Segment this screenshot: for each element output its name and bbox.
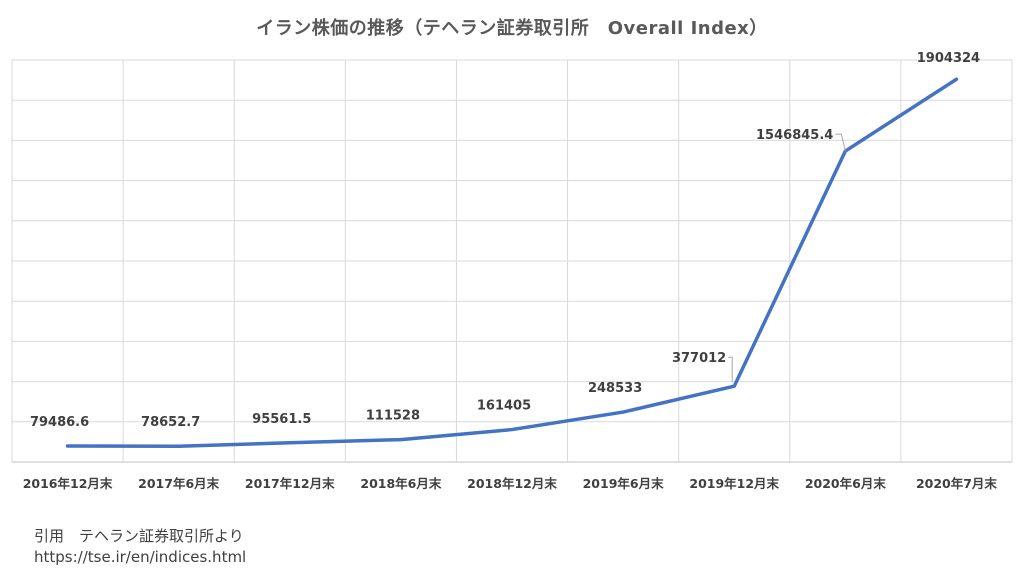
x-tick-label: 2018年6月末 — [360, 476, 441, 491]
grid-layer — [11, 59, 1013, 463]
data-point — [955, 78, 957, 80]
data-point — [622, 411, 624, 413]
source-citation: 引用 テヘラン証券取引所より — [34, 527, 244, 545]
leader-line — [728, 356, 733, 383]
x-axis-ticks: 2016年12月末 2017年6月末 2017年12月末 2018年6月末 2018年1… — [23, 476, 998, 491]
data-point — [511, 429, 513, 431]
data-point — [178, 445, 180, 447]
series-layer — [65, 77, 959, 448]
data-point — [400, 439, 402, 441]
data-label: 95561.5 — [252, 412, 311, 427]
x-tick-label: 2019年6月末 — [583, 476, 664, 491]
x-tick-label: 2016年12月末 — [23, 476, 113, 491]
data-label: 161405 — [477, 399, 531, 414]
data-label: 111528 — [366, 409, 420, 424]
x-tick-label: 2017年12月末 — [245, 476, 335, 491]
leader-line — [835, 133, 846, 152]
data-point — [733, 385, 735, 387]
data-label: 1546845.4 — [756, 128, 833, 143]
chart-title: イラン株価の推移（テヘラン証券取引所 Overall Index） — [256, 18, 768, 39]
x-tick-label: 2018年12月末 — [467, 476, 557, 491]
data-point — [289, 442, 291, 444]
data-point — [67, 445, 69, 447]
data-label: 248533 — [588, 381, 642, 396]
data-label: 1904324 — [917, 51, 980, 66]
data-label: 78652.7 — [141, 415, 200, 430]
x-tick-label: 2020年7月末 — [916, 476, 997, 491]
x-tick-label: 2020年6月末 — [805, 476, 886, 491]
data-label: 377012 — [672, 351, 726, 366]
data-label: 79486.6 — [30, 415, 89, 430]
data-label-layer: 79486.6 78652.7 95561.5 111528 161405 248533 3… — [30, 51, 980, 430]
x-tick-label: 2017年6月末 — [138, 476, 219, 491]
source-url[interactable]: https://tse.ir/en/indices.html — [34, 548, 247, 566]
x-tick-label: 2019年12月末 — [689, 476, 779, 491]
